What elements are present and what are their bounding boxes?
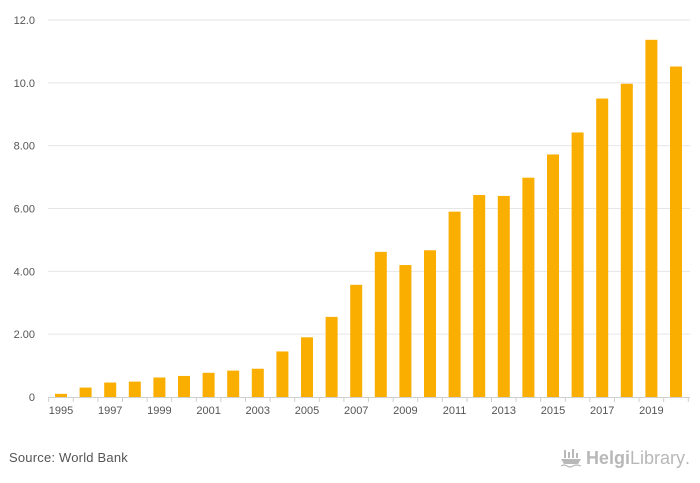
bar [325,316,338,397]
x-tick-label: 1995 [49,405,73,417]
bar [670,66,682,397]
x-tick-label: 2005 [295,405,319,417]
bar [128,381,141,397]
x-tick-label: 2009 [393,405,417,417]
bar [227,370,240,397]
bar [645,39,658,397]
y-tick-label: 4.00 [14,266,35,278]
x-tick-label: 1999 [147,405,171,417]
brand-dot: . [684,448,690,468]
bar [178,375,190,397]
y-axis-labels: 0 2.00 4.00 6.00 8.00 10.0 12.0 [14,15,35,404]
x-tick-label: 2015 [541,405,565,417]
x-tick-label: 2011 [443,405,467,417]
bar [374,251,387,397]
bar [251,368,264,397]
source-note: Source: World Bank [9,450,128,465]
bar [620,83,633,397]
y-tick-label: 0 [29,392,35,404]
x-tick-label: 2019 [639,405,663,417]
bar [522,177,535,397]
bar [547,154,559,397]
bar [276,351,289,397]
helgi-library-logo[interactable]: Helgi Library. [560,447,690,469]
bar [424,250,436,397]
brand-name-light: Library [629,448,685,468]
x-tick-label: 2017 [590,405,614,417]
x-axis [48,397,690,402]
bar [571,132,584,397]
x-axis-labels: 1995 1997 1999 2001 2003 2005 2007 2009 2011 2013… [49,405,664,417]
x-tick-label: 1997 [98,405,122,417]
bar [301,337,313,397]
bar [104,382,117,397]
bar [55,393,67,397]
x-tick-label: 2013 [492,405,516,417]
brand-name-bold: Helgi [585,448,630,468]
bar [399,265,412,397]
gridlines [48,19,690,335]
bar [202,372,215,397]
ship-icon [560,449,582,468]
y-tick-label: 2.00 [14,329,35,341]
bar [153,377,166,397]
bar [497,195,510,397]
y-tick-label: 8.00 [14,141,35,153]
y-tick-label: 6.00 [14,204,35,216]
bar [596,98,609,397]
bars [55,39,682,397]
bar [350,284,363,397]
bar [79,387,92,397]
y-tick-label: 12.0 [14,15,35,27]
bar [473,194,486,397]
y-tick-label: 10.0 [14,78,35,90]
x-tick-label: 2003 [246,405,270,417]
bar [448,211,461,397]
x-tick-label: 2007 [344,405,368,417]
x-tick-label: 2001 [196,405,220,417]
